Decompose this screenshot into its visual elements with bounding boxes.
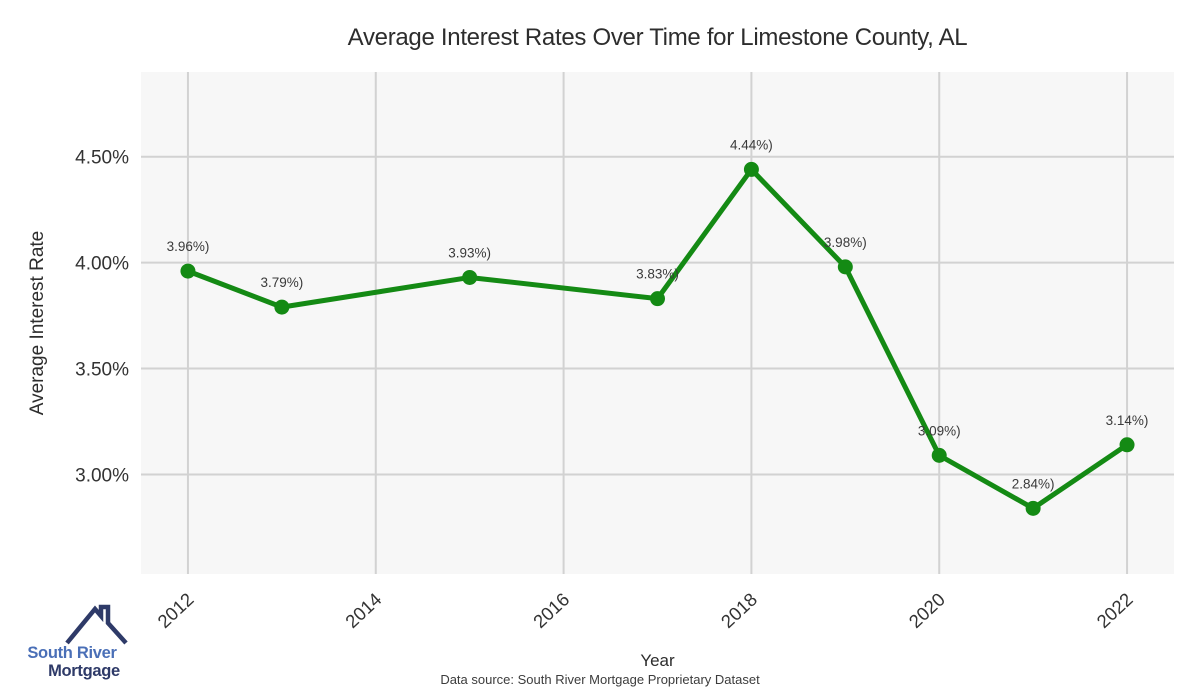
y-tick-label: 3.00% <box>75 465 129 486</box>
data-point-label: 4.44%) <box>730 137 773 152</box>
data-point <box>837 259 853 275</box>
y-axis-title: Average Interest Rate <box>27 230 48 416</box>
data-point <box>1119 437 1135 453</box>
x-axis-title: Year <box>640 651 675 670</box>
x-tick-label: 2014 <box>341 589 385 632</box>
data-point <box>743 161 759 177</box>
y-tick-label: 3.50% <box>75 360 129 381</box>
data-point <box>180 263 196 279</box>
chart-title: Average Interest Rates Over Time for Lim… <box>347 24 968 51</box>
x-tick-label: 2016 <box>529 589 573 632</box>
data-source-note: Data source: South River Mortgage Propri… <box>440 672 760 687</box>
data-point-label: 3.09%) <box>918 423 961 438</box>
data-point <box>1025 500 1041 516</box>
data-point-label: 3.79%) <box>260 275 303 290</box>
data-point-label: 3.83%) <box>636 267 679 282</box>
data-point-label: 3.93%) <box>448 245 491 260</box>
data-point <box>462 269 478 285</box>
south-river-mortgage-logo: South River Mortgage <box>0 596 160 696</box>
data-point <box>650 291 665 307</box>
x-tick-label: 2020 <box>905 589 949 632</box>
x-tick-label: 2022 <box>1092 589 1136 632</box>
logo-text-line1: South River <box>27 644 117 662</box>
data-point <box>274 299 290 315</box>
y-tick-label: 4.50% <box>75 148 129 169</box>
data-point <box>931 447 947 463</box>
data-point-label: 2.84%) <box>1012 476 1055 491</box>
logo-text-line2: Mortgage <box>48 662 120 680</box>
house-roof-icon <box>65 604 128 645</box>
data-point-label: 3.96%) <box>167 239 210 254</box>
data-point-label: 3.98%) <box>824 235 867 250</box>
x-tick-label: 2018 <box>717 589 761 632</box>
data-point-label: 3.14%) <box>1106 413 1149 428</box>
y-tick-label: 4.00% <box>75 254 129 275</box>
